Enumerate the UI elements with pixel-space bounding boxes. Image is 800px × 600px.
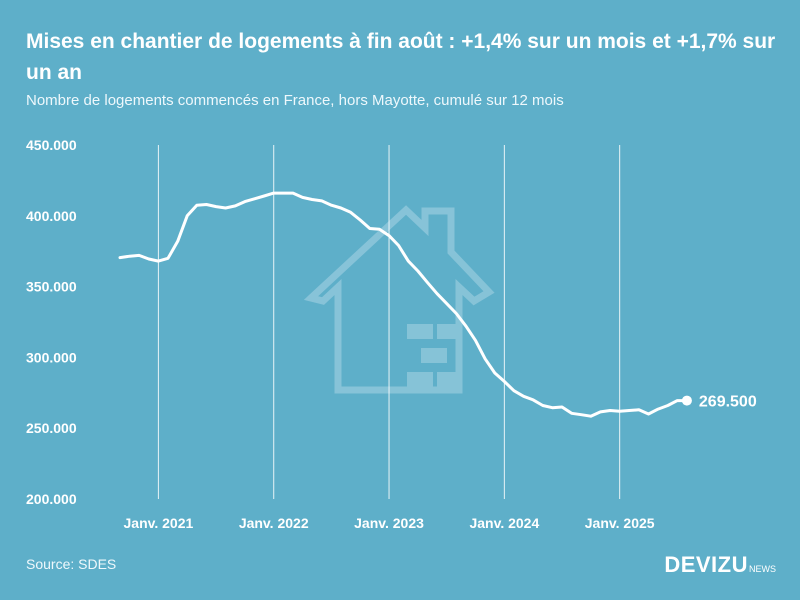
end-value-label: 269.500 bbox=[699, 394, 757, 411]
x-tick-label: Janv. 2021 bbox=[124, 515, 194, 531]
brand-name: DEVIZU bbox=[664, 552, 748, 577]
y-tick-label: 400.000 bbox=[26, 208, 77, 224]
house-icon bbox=[303, 205, 495, 394]
x-tick-label: Janv. 2025 bbox=[585, 515, 655, 531]
y-tick-label: 350.000 bbox=[26, 279, 77, 295]
y-tick-label: 250.000 bbox=[26, 420, 77, 436]
brand-suffix: NEWS bbox=[749, 564, 776, 574]
chart-title: Mises en chantier de logements à fin aoû… bbox=[26, 30, 776, 84]
y-tick-label: 200.000 bbox=[26, 491, 77, 507]
x-tick-label: Janv. 2022 bbox=[239, 515, 309, 531]
end-point-marker bbox=[681, 395, 692, 406]
y-tick-label: 450.000 bbox=[26, 137, 77, 153]
chart-subtitle: Nombre de logements commencés en France,… bbox=[26, 92, 564, 109]
x-tick-label: Janv. 2023 bbox=[354, 515, 424, 531]
y-tick-label: 300.000 bbox=[26, 349, 77, 365]
source-note: Source: SDES bbox=[26, 556, 117, 572]
x-tick-label: Janv. 2024 bbox=[469, 515, 539, 531]
brand-logo: DEVIZUNEWS bbox=[664, 552, 776, 578]
series-line bbox=[118, 191, 689, 418]
